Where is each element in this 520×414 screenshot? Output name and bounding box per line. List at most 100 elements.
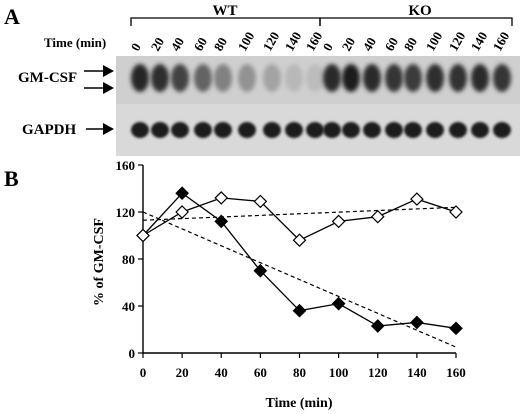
lane-label-ko-120: 120 — [446, 29, 469, 53]
open-diamond-point — [410, 192, 424, 206]
lane-label-wt-0: 0 — [128, 40, 144, 53]
filled-diamond-point — [370, 319, 385, 333]
gapdh-band-wt-5 — [238, 122, 256, 138]
x-tick-label: 140 — [407, 365, 427, 380]
x-tick-label: 160 — [446, 365, 466, 380]
gapdh-band-wt-4 — [214, 122, 232, 138]
gapdh-band-ko-0 — [323, 122, 341, 138]
gm-csf-band-ko-2 — [363, 64, 381, 92]
gm-csf-band-wt-0 — [131, 64, 149, 92]
filled-diamond-point — [214, 214, 229, 229]
x-tick-label: 0 — [140, 365, 147, 380]
gm-csf-lower-arrow — [84, 82, 114, 94]
gm-csf-band-ko-1 — [342, 64, 360, 92]
gm-csf-band-ko-0 — [323, 64, 341, 92]
x-tick-label: 40 — [215, 365, 228, 380]
trendlines — [142, 206, 457, 348]
gm-csf-band-ko-7 — [471, 64, 489, 92]
x-tick-label: 20 — [176, 365, 189, 380]
filled-diamond-point — [449, 321, 463, 336]
trendline-0 — [142, 211, 457, 348]
lane-label-ko-140: 140 — [468, 29, 491, 53]
x-tick-label: 120 — [368, 365, 388, 380]
open-diamond-point — [214, 191, 229, 205]
gm-csf-bands — [131, 64, 511, 92]
y-tick-label: 40 — [122, 299, 135, 314]
lane-label-ko-80: 80 — [401, 35, 420, 54]
open-diamond-point — [136, 228, 150, 243]
y-axis-title: % of GM-CSF — [92, 218, 107, 306]
gm-csf-band-ko-4 — [404, 64, 422, 92]
y-tick-label: 160 — [116, 158, 136, 173]
gapdh-band-ko-2 — [363, 122, 381, 138]
filled-diamond-point — [331, 296, 346, 311]
x-tick-label: 80 — [293, 365, 306, 380]
lane-label-wt-100: 100 — [235, 29, 258, 53]
lane-label-ko-40: 40 — [360, 35, 379, 54]
gm-csf-band-ko-8 — [493, 64, 511, 92]
lane-label-wt-80: 80 — [211, 35, 230, 54]
lane-label-ko-160: 160 — [490, 29, 513, 53]
gapdh-band-wt-0 — [131, 122, 149, 138]
filled-diamond-point — [253, 263, 268, 278]
x-tick-label: 60 — [254, 365, 267, 380]
row-label-gapdh: GAPDH — [22, 122, 76, 138]
open-diamond-point — [370, 209, 385, 224]
group-label-ko: KO — [408, 3, 431, 19]
lane-label-wt-20: 20 — [148, 35, 167, 54]
gapdh-band-ko-7 — [471, 122, 489, 138]
y-tick-label: 80 — [122, 252, 135, 267]
filled-diamond-point — [410, 315, 424, 330]
gm-csf-upper-arrow — [84, 65, 114, 77]
lane-label-wt-40: 40 — [168, 35, 187, 54]
open-diamond-point — [175, 205, 189, 219]
lane-label-ko-20: 20 — [339, 35, 358, 54]
gapdh-band-ko-4 — [404, 122, 422, 138]
filled-diamond-point — [175, 186, 189, 201]
open-diamond-point — [449, 205, 463, 219]
gm-csf-band-wt-8 — [306, 64, 324, 92]
panel-b-label: B — [4, 166, 19, 191]
gapdh-arrow — [86, 123, 114, 135]
gapdh-band-wt-6 — [263, 122, 281, 138]
filled-diamond-point — [292, 303, 307, 318]
gapdh-band-ko-3 — [385, 122, 403, 138]
group-brackets — [130, 17, 513, 26]
chart-axes: 0 40 80 120 160 0 20 40 60 80 100 120 140 160 — [116, 158, 466, 380]
gapdh-band-wt-7 — [285, 122, 303, 138]
gapdh-band-ko-1 — [342, 122, 360, 138]
lane-label-ko-60: 60 — [382, 35, 401, 54]
gm-csf-band-wt-3 — [194, 64, 212, 92]
y-tick-label: 0 — [129, 346, 136, 361]
gapdh-band-ko-5 — [426, 122, 444, 138]
lane-label-wt-60: 60 — [191, 35, 210, 54]
gm-csf-band-wt-4 — [214, 64, 232, 92]
time-row-label: Time (min) — [44, 35, 106, 50]
open-diamond-point — [253, 194, 268, 209]
lane-label-ko-100: 100 — [423, 29, 446, 53]
x-tick-label: 100 — [329, 365, 349, 380]
gm-csf-band-ko-3 — [385, 64, 403, 92]
gapdh-band-wt-1 — [151, 122, 169, 138]
gapdh-bands — [131, 122, 511, 138]
y-tick-label: 120 — [116, 205, 136, 220]
lane-label-wt-140: 140 — [282, 29, 305, 53]
gm-csf-band-ko-5 — [426, 64, 444, 92]
x-axis-title: Time (min) — [265, 396, 332, 411]
chart-series — [136, 186, 463, 336]
gm-csf-band-ko-6 — [449, 64, 467, 92]
open-diamond-point — [292, 233, 307, 248]
row-label-gm-csf: GM-CSF — [18, 70, 77, 86]
gm-csf-band-wt-2 — [171, 64, 189, 92]
gapdh-band-wt-8 — [306, 122, 324, 138]
open-diamond-point — [331, 214, 346, 229]
gm-csf-band-wt-1 — [151, 64, 169, 92]
gapdh-band-ko-8 — [493, 122, 511, 138]
lane-label-wt-120: 120 — [260, 29, 283, 53]
gm-csf-band-wt-7 — [285, 64, 303, 92]
lane-label-ko-0: 0 — [320, 40, 336, 53]
group-label-wt: WT — [212, 3, 237, 19]
panel-a-label: A — [4, 4, 20, 29]
